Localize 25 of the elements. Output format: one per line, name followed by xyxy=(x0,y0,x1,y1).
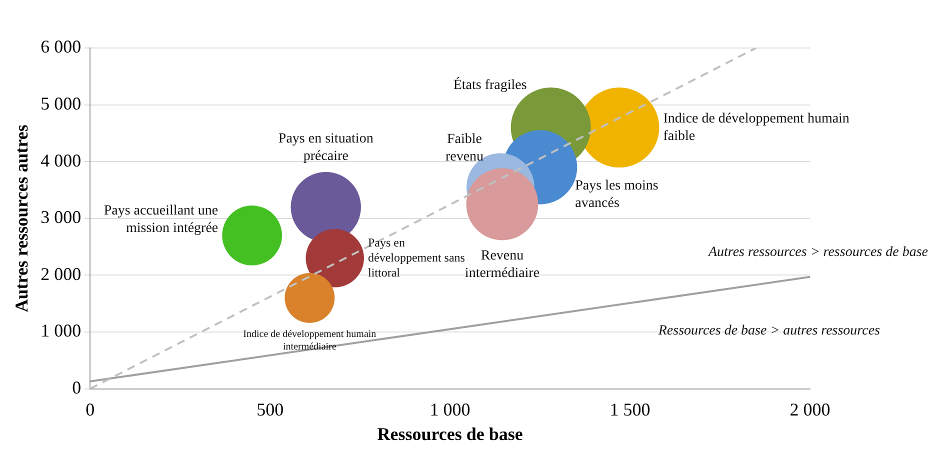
x-tick-label: 0 xyxy=(86,399,95,420)
x-axis-title: Ressources de base xyxy=(377,424,523,444)
y-tick-label: 0 xyxy=(72,378,82,398)
y-tick-label: 2 000 xyxy=(40,264,82,284)
annotation: Autres ressources > ressources de base xyxy=(707,245,928,260)
x-tick-label: 1 000 xyxy=(430,399,470,420)
y-tick-label: 4 000 xyxy=(40,150,82,170)
y-tick-label: 6 000 xyxy=(40,36,82,57)
y-tick-label: 3 000 xyxy=(40,207,82,228)
y-tick-label: 1 000 xyxy=(40,320,82,341)
y-tick-label: 5 000 xyxy=(40,94,82,114)
series-label: Faible revenu xyxy=(445,132,484,164)
series-label: Revenu intermédiaire xyxy=(464,248,540,282)
series-label: Pays accueillant une mission intégrée xyxy=(104,204,218,236)
series-label: Indice de développement humain intermédiaire xyxy=(243,328,376,352)
series-label: Pays les moins avancés xyxy=(575,178,658,211)
series-label: Pays en développement sans littoral xyxy=(368,235,466,280)
x-tick-label: 500 xyxy=(256,399,284,420)
x-tick-label: 2 000 xyxy=(790,399,830,420)
series-label: Indice de développement humain faible xyxy=(663,111,850,144)
series-label: États fragiles xyxy=(453,76,527,94)
annotation: Ressources de base > autres ressources xyxy=(657,324,881,339)
series-label: Pays en situation précaire xyxy=(278,131,374,164)
x-tick-label: 1 500 xyxy=(610,399,650,420)
y-axis-title: Autres ressources autres xyxy=(11,124,32,312)
